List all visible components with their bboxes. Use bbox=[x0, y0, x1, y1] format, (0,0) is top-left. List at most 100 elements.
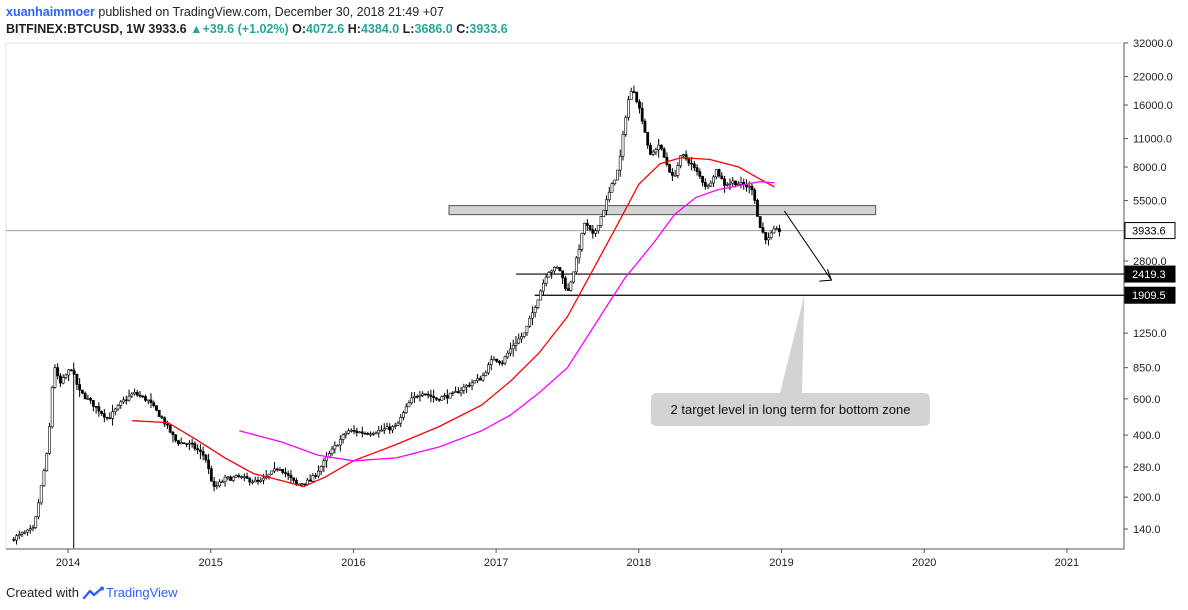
candle-body bbox=[336, 444, 339, 447]
candle-body bbox=[67, 369, 71, 376]
candle-body bbox=[83, 392, 87, 400]
candle-body bbox=[273, 468, 276, 472]
candle-body bbox=[64, 374, 68, 378]
candle-body bbox=[91, 400, 95, 407]
candle-body bbox=[413, 396, 416, 399]
candle-body bbox=[360, 431, 364, 434]
candle-body bbox=[506, 352, 510, 358]
candle-body bbox=[668, 164, 672, 173]
candle-body bbox=[654, 149, 658, 153]
candle-body bbox=[267, 473, 271, 477]
candle-body bbox=[122, 399, 125, 403]
candle-body bbox=[347, 430, 350, 434]
candle-body bbox=[100, 410, 103, 414]
candle-body bbox=[542, 282, 545, 292]
candle-body bbox=[168, 424, 172, 433]
candle-body bbox=[470, 382, 474, 387]
candle-body bbox=[418, 394, 422, 397]
candle-body bbox=[503, 356, 507, 364]
candle-body bbox=[426, 393, 430, 396]
candle-body bbox=[108, 417, 112, 420]
candle-body bbox=[284, 472, 287, 474]
time-tick-label: 2015 bbox=[198, 557, 222, 569]
price-tick-label: 22000.0 bbox=[1133, 72, 1173, 84]
price-tag bbox=[1124, 286, 1176, 304]
candle-body bbox=[61, 377, 65, 384]
candle-body bbox=[610, 183, 614, 193]
candle-body bbox=[410, 397, 414, 404]
candle-body bbox=[295, 480, 298, 485]
open-label: O: bbox=[292, 22, 307, 36]
candle-body bbox=[179, 442, 183, 445]
candle-body bbox=[234, 475, 238, 478]
candle-body bbox=[739, 182, 743, 185]
candle-body bbox=[547, 272, 551, 278]
candle-body bbox=[717, 169, 721, 177]
candle-body bbox=[240, 476, 243, 478]
candle-body bbox=[714, 169, 718, 178]
candle-body bbox=[119, 401, 123, 406]
candle-body bbox=[396, 422, 400, 426]
candle-body bbox=[772, 228, 776, 234]
candle-body bbox=[116, 404, 120, 410]
candle-body bbox=[618, 155, 622, 171]
candle-body bbox=[157, 409, 161, 418]
candle-body bbox=[421, 393, 425, 396]
candle-body bbox=[451, 392, 455, 394]
candle-body bbox=[692, 163, 696, 168]
candle-body bbox=[380, 429, 383, 432]
annotation-text: 2 target level in long term for bottom z… bbox=[671, 402, 911, 417]
candle-body bbox=[533, 307, 537, 313]
candle-body bbox=[70, 369, 73, 372]
candle-body bbox=[536, 299, 540, 308]
price-tick-label: 5500.0 bbox=[1133, 196, 1167, 208]
time-tick-label: 2021 bbox=[1055, 557, 1079, 569]
candle-body bbox=[111, 411, 114, 419]
candle-body bbox=[728, 182, 732, 185]
candle-body bbox=[415, 396, 419, 398]
plot-area bbox=[5, 42, 1125, 550]
candle-body bbox=[300, 483, 304, 486]
candle-body bbox=[97, 406, 101, 412]
up-arrow-icon: ▲ bbox=[190, 22, 203, 36]
candle-body bbox=[473, 380, 477, 384]
candle-body bbox=[550, 270, 554, 273]
trend-arrow bbox=[783, 210, 832, 281]
price-tick-label: 32000.0 bbox=[1133, 38, 1173, 50]
author-link[interactable]: xuanhaimmoer bbox=[6, 5, 95, 19]
tradingview-brand-link[interactable]: TradingView bbox=[105, 585, 178, 600]
candle-body bbox=[330, 448, 334, 455]
candle-body bbox=[706, 185, 710, 188]
price-tick-label: 200.0 bbox=[1133, 492, 1161, 504]
candle-body bbox=[585, 223, 589, 226]
candle-body bbox=[209, 468, 213, 482]
candle-body bbox=[775, 228, 779, 230]
moving-average-magenta bbox=[239, 180, 775, 462]
candle-body bbox=[566, 288, 570, 291]
footer: Created with TradingView bbox=[6, 585, 178, 600]
candle-body bbox=[687, 158, 691, 164]
candle-body bbox=[514, 342, 518, 346]
tradingview-logo-icon bbox=[82, 586, 104, 600]
price-tick-label: 280.0 bbox=[1133, 462, 1161, 474]
candle-body bbox=[338, 439, 342, 446]
candle-body bbox=[207, 459, 211, 470]
candle-body bbox=[198, 449, 202, 452]
candle-body bbox=[758, 216, 762, 228]
candle-body bbox=[489, 359, 493, 365]
candle-body bbox=[723, 178, 726, 186]
candle-body bbox=[434, 397, 438, 400]
candle-body bbox=[256, 479, 260, 482]
candle-body bbox=[640, 107, 644, 122]
candle-body bbox=[17, 534, 21, 537]
candle-body bbox=[596, 225, 600, 232]
candle-body bbox=[166, 423, 169, 426]
candle-body bbox=[764, 232, 768, 241]
candle-body bbox=[245, 476, 249, 479]
candle-body bbox=[703, 182, 707, 187]
candle-body bbox=[113, 408, 117, 413]
candle-body bbox=[39, 485, 43, 504]
candle-body bbox=[281, 469, 285, 473]
price-change: +39.6 (+1.02%) bbox=[202, 22, 289, 36]
